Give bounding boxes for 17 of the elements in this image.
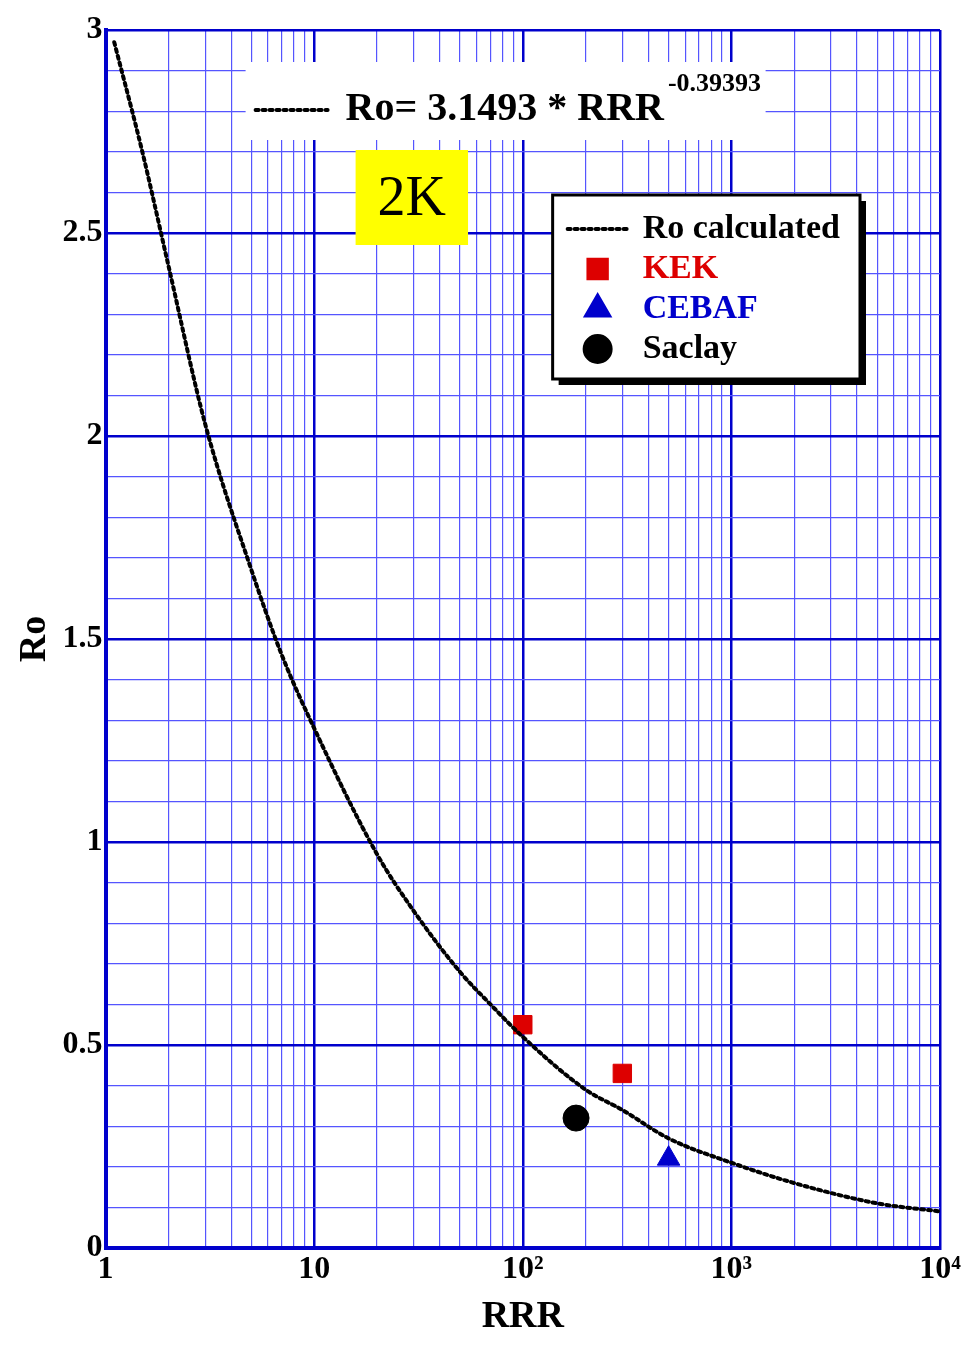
y-tick-label: 3: [86, 9, 103, 46]
y-tick-label: 0.5: [62, 1024, 103, 1061]
legend-label: CEBAF: [642, 287, 758, 325]
x-axis-title: RRR: [481, 1293, 565, 1336]
x-tick-label: 10²: [502, 1249, 544, 1286]
y-tick-label: 1: [86, 821, 103, 858]
y-axis-title: Ro: [10, 615, 53, 663]
legend-label: Ro calculated: [642, 207, 841, 245]
y-tick-label: 1.5: [62, 618, 103, 655]
x-tick-label: 10: [298, 1249, 331, 1286]
y-tick-label: 2.5: [62, 212, 103, 249]
legend-label: KEK: [642, 247, 719, 285]
y-tick-label: 2: [86, 415, 103, 452]
legend-label: Saclay: [642, 327, 738, 365]
x-tick-label: 10³: [710, 1249, 753, 1286]
annotation: 2K: [377, 164, 447, 227]
x-tick-label: 10⁴: [919, 1249, 962, 1286]
